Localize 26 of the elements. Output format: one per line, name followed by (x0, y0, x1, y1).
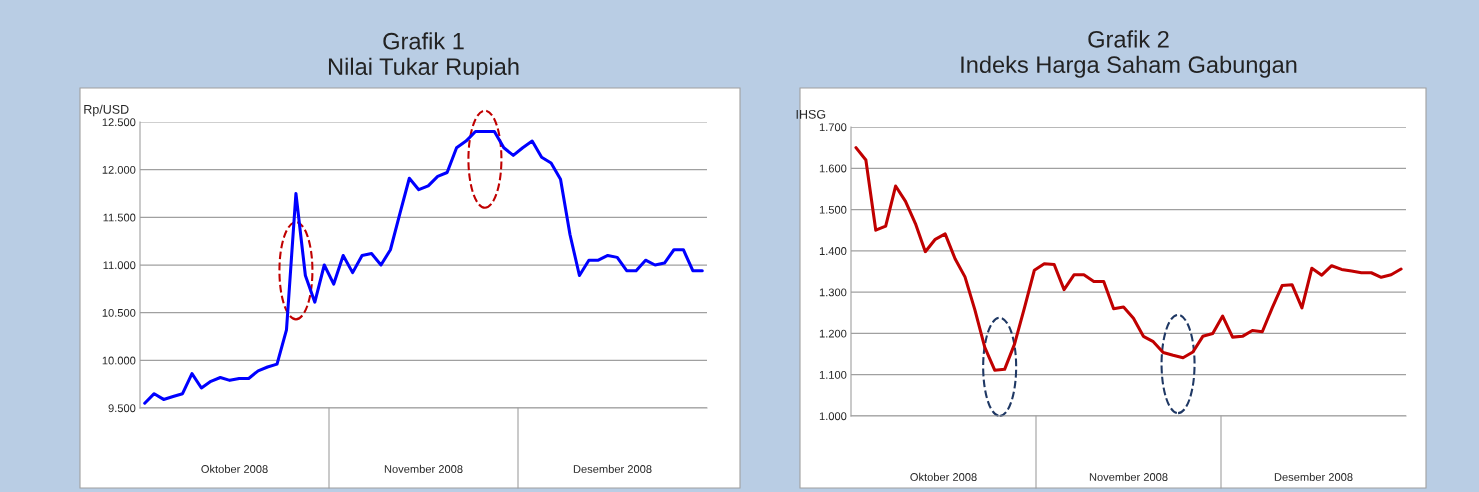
chart-title: Grafik 2 Indeks Harga Saham Gabungan (961, 30, 1297, 78)
y-tick-label: 1.600 (819, 164, 847, 173)
y-tick-label: 1.700 (819, 123, 847, 132)
y-tick-label: 11.000 (103, 261, 136, 270)
y-tick-label: 12.000 (102, 165, 136, 174)
y-tick-label: 9.500 (108, 404, 136, 413)
text: Oktober 2008 (910, 472, 977, 481)
y-tick-label: 1.200 (819, 329, 847, 338)
y-tick-label: 10.000 (102, 356, 136, 365)
y-tick-label: 1.000 (819, 412, 847, 421)
text: November 2008 (1089, 472, 1168, 481)
text: November 2008 (384, 464, 463, 473)
text: Desember 2008 (1274, 472, 1353, 481)
y-axis-title: IHSG (796, 109, 826, 119)
y-axis-title: Rp/USD (84, 104, 129, 117)
y-tick-label: 1.100 (819, 370, 847, 379)
y-tick-label: 1.500 (819, 205, 847, 214)
text: Desember 2008 (573, 464, 652, 473)
y-tick-label: 10.500 (102, 308, 136, 317)
y-tick-label: 1.300 (819, 288, 847, 297)
y-tick-label: 12.500 (102, 118, 136, 127)
text: Oktober 2008 (201, 464, 268, 473)
y-tick-label: 11.500 (103, 213, 136, 222)
chart-title: Grafik 1 Nilai Tukar Rupiah (328, 32, 519, 80)
y-tick-label: 1.400 (819, 247, 847, 255)
line-series (854, 146, 1403, 372)
